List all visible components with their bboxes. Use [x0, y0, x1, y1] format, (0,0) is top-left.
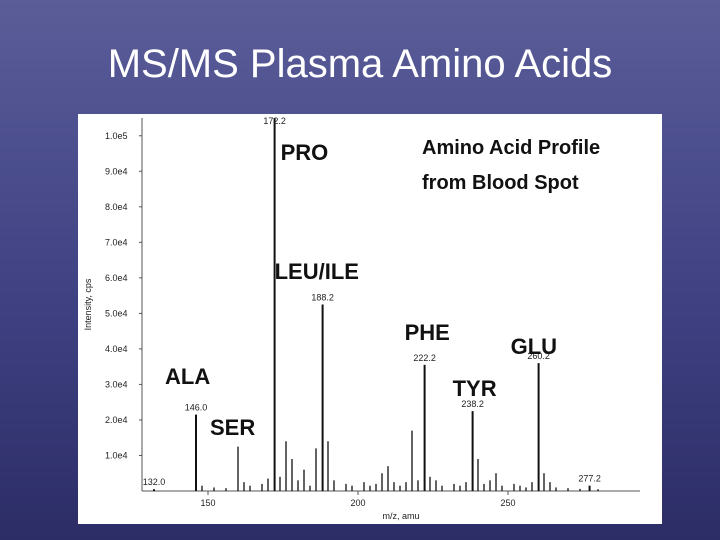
y-tick-label: 6.0e4: [105, 273, 128, 283]
x-axis-ticks: 150 200 250: [200, 491, 516, 508]
y-tick-label: 9.0e4: [105, 166, 128, 176]
annotation-line-1: Amino Acid Profile: [422, 137, 600, 159]
mass-spectrum-chart: 1.0e4 2.0e4 3.0e4 4.0e4 5.0e4 6.0e4 7.0e4 8.0e4…: [83, 116, 640, 521]
amino-acid-label: GLU: [511, 334, 557, 359]
y-tick-label: 1.0e4: [105, 450, 128, 460]
amino-acid-label: ALA: [165, 364, 210, 389]
y-axis-title: Intensity, cps: [83, 278, 93, 330]
minor-peaks-group: [201, 430, 599, 491]
x-axis-title: m/z, amu: [382, 511, 419, 521]
slide-title: MS/MS Plasma Amino Acids: [107, 42, 613, 86]
y-axis-ticks: 1.0e4 2.0e4 3.0e4 4.0e4 5.0e4 6.0e4 7.0e4 8.0e4…: [105, 131, 142, 460]
amino-acid-label: LEU/ILE: [275, 259, 359, 284]
y-tick-label: 4.0e4: [105, 344, 128, 354]
peak-label: 188.2: [311, 293, 334, 303]
y-tick-label: 2.0e4: [105, 415, 128, 425]
x-tick-label: 150: [200, 498, 215, 508]
y-tick-label: 1.0e5: [105, 131, 128, 141]
spectrum-chart-panel: 1.0e4 2.0e4 3.0e4 4.0e4 5.0e4 6.0e4 7.0e4 8.0e4…: [78, 114, 662, 524]
peak-label: 132.0: [143, 477, 166, 487]
peak-label: 172.2: [263, 116, 286, 126]
x-tick-label: 200: [350, 498, 365, 508]
annotation-line-2: from Blood Spot: [422, 172, 579, 194]
amino-acid-label: SER: [210, 415, 255, 440]
amino-acid-label: PHE: [405, 320, 450, 345]
peak-label: 146.0: [185, 403, 208, 413]
y-tick-label: 5.0e4: [105, 308, 128, 318]
x-tick-label: 250: [500, 498, 515, 508]
peak-label: 277.2: [578, 474, 601, 484]
y-tick-label: 3.0e4: [105, 379, 128, 389]
amino-acid-label: PRO: [281, 140, 329, 165]
plot-frame: [141, 118, 640, 492]
y-tick-label: 7.0e4: [105, 237, 128, 247]
y-tick-label: 8.0e4: [105, 202, 128, 212]
amino-acid-label: TYR: [453, 376, 497, 401]
peak-label: 238.2: [461, 399, 484, 409]
peak-label: 222.2: [413, 353, 436, 363]
major-peaks-group: 132.0 146.0 172.2 188.2 222.2 238.2 260.2 277.2: [143, 116, 601, 491]
amino-acid-labels: PRO LEU/ILE PHE GLU ALA TYR SER: [165, 140, 557, 440]
peak-label: 260.2: [527, 351, 550, 361]
